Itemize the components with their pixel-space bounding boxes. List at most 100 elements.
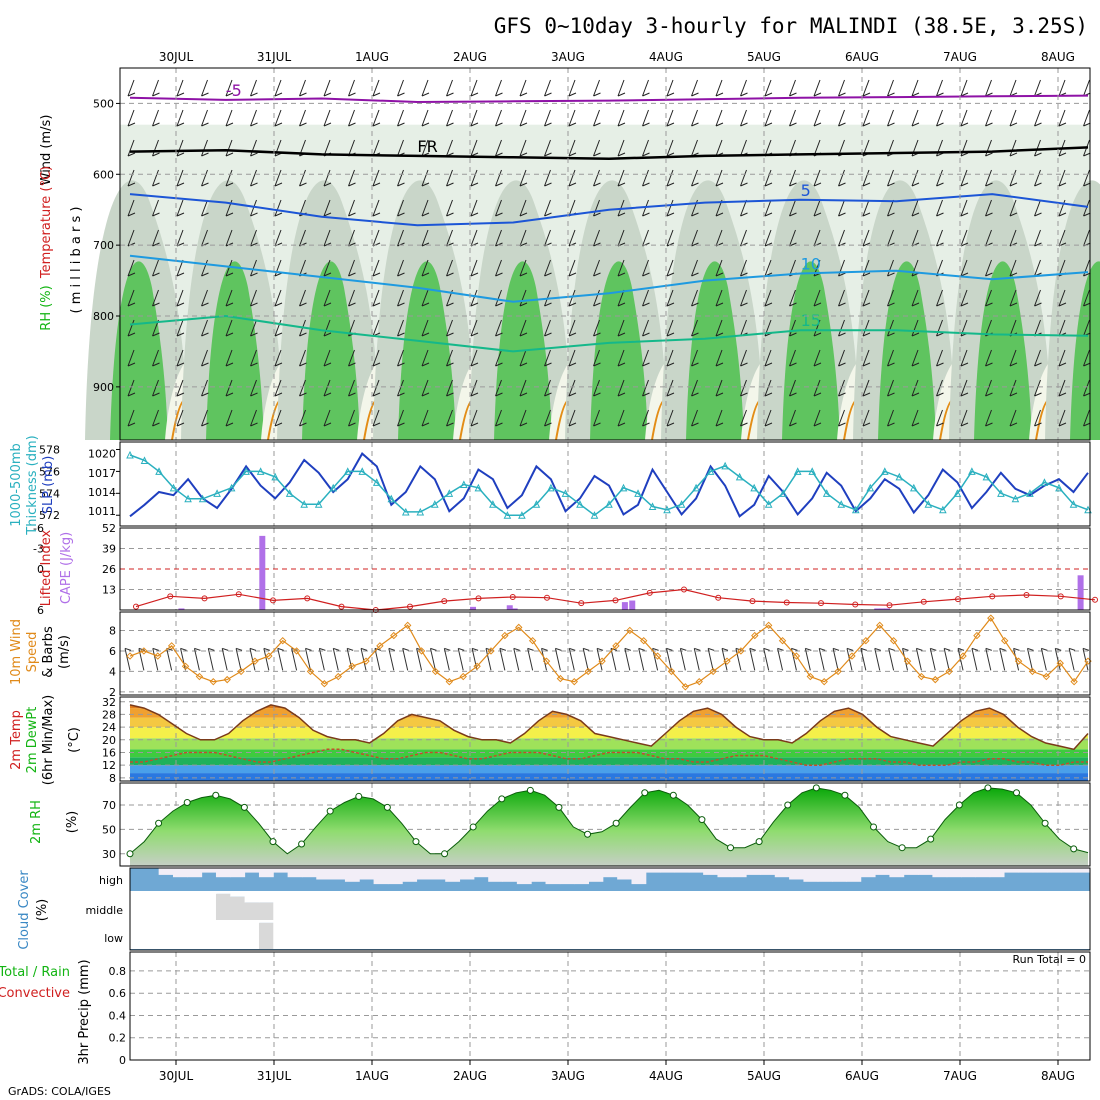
bottom-date-label: 3AUG bbox=[551, 1069, 585, 1083]
cloud-clear-segment bbox=[359, 891, 375, 920]
cloud-clear-segment bbox=[1018, 868, 1034, 873]
wind-barb bbox=[402, 647, 409, 671]
thickness-marker bbox=[489, 500, 497, 508]
rh-marker bbox=[469, 823, 477, 831]
cloud-clear-segment bbox=[717, 920, 733, 949]
cloud-clear-segment bbox=[574, 868, 590, 885]
wind-barb bbox=[568, 379, 577, 397]
thickness-marker bbox=[619, 483, 628, 492]
wind-barb bbox=[610, 647, 618, 671]
thickness-marker bbox=[706, 467, 715, 475]
wind-barb bbox=[1034, 349, 1042, 367]
cloud-clear-segment bbox=[860, 891, 876, 920]
wind-barb bbox=[201, 169, 209, 187]
lifted-index-marker bbox=[475, 595, 482, 602]
cloud-clear-segment bbox=[430, 920, 446, 949]
isotherm-line bbox=[129, 254, 1089, 303]
rh-marker bbox=[183, 799, 191, 807]
wind-barb bbox=[519, 319, 528, 337]
cloud-clear-segment bbox=[158, 891, 174, 920]
tick-label: 12 bbox=[102, 759, 116, 772]
wind-barb bbox=[1034, 139, 1042, 157]
wind-barb bbox=[274, 79, 283, 97]
slp-ylabel-a: 1000-500mb bbox=[9, 443, 24, 527]
wind-barb bbox=[617, 409, 626, 427]
cloud-clear-segment bbox=[316, 920, 332, 949]
wind-barb bbox=[740, 79, 748, 97]
wind-barb bbox=[860, 647, 868, 671]
tick-label: 13 bbox=[102, 584, 116, 597]
precip-ylabel-a: Total / Rain bbox=[0, 965, 70, 980]
wind-barb bbox=[201, 289, 209, 307]
wind-barb bbox=[911, 289, 920, 307]
wind-barb bbox=[519, 229, 528, 247]
wind-barb bbox=[813, 79, 822, 97]
wind-barb bbox=[985, 379, 993, 397]
wind-barb bbox=[470, 199, 479, 217]
wind-barb bbox=[250, 319, 258, 337]
wind-barb bbox=[642, 199, 650, 217]
cloud-clear-segment bbox=[230, 868, 246, 878]
thickness-marker bbox=[314, 500, 323, 508]
wind-ylabels: 10m Wind Speed & Barbs (m/s) bbox=[9, 619, 72, 685]
wind-barb bbox=[152, 409, 160, 427]
wind-barb bbox=[838, 169, 846, 187]
wind-barb bbox=[642, 349, 650, 367]
cloud-clear-segment bbox=[688, 868, 704, 873]
cloud-clear-segment bbox=[674, 891, 690, 920]
cape-bar bbox=[884, 608, 891, 610]
top-date-label: 5AUG bbox=[747, 50, 781, 64]
temp-ylabel-c: (6hr Min/Max) bbox=[41, 695, 56, 785]
cloud-clear-segment bbox=[144, 891, 160, 920]
wind-speed-marker bbox=[848, 652, 856, 660]
wind-barb bbox=[250, 409, 258, 427]
cloud-clear-segment bbox=[287, 891, 303, 920]
cloud-clear-segment bbox=[359, 868, 375, 880]
wind-barb bbox=[495, 199, 503, 217]
wind-barb bbox=[1040, 647, 1048, 671]
cloud-clear-segment bbox=[1075, 891, 1091, 920]
cloud-clear-segment bbox=[774, 920, 790, 949]
wind-barb bbox=[936, 109, 944, 127]
wind-barb bbox=[715, 169, 724, 187]
wind-barb bbox=[1034, 409, 1042, 427]
thickness-marker bbox=[445, 489, 454, 497]
bottom-date-label: 4AUG bbox=[649, 1069, 683, 1083]
wind-barb bbox=[936, 229, 944, 247]
wind-ylabel-d: (m/s) bbox=[57, 635, 72, 669]
thickness-marker bbox=[590, 511, 599, 519]
wind-barb bbox=[911, 409, 920, 427]
wind-barb bbox=[666, 79, 675, 97]
cloud-clear-segment bbox=[674, 868, 690, 873]
wind-barb bbox=[127, 199, 136, 217]
thickness-marker bbox=[285, 489, 294, 497]
wind-barb bbox=[568, 319, 577, 337]
wind-barb bbox=[348, 109, 356, 127]
cloud-clear-segment bbox=[187, 891, 203, 920]
cloud-clear-segment bbox=[774, 868, 790, 878]
precip-grid bbox=[130, 952, 1090, 1060]
slp-grid bbox=[175, 442, 1059, 526]
wind-barb bbox=[225, 169, 234, 187]
cloud-clear-segment bbox=[774, 891, 790, 920]
wind-barb bbox=[862, 109, 871, 127]
cloud-clear-segment bbox=[903, 868, 919, 875]
wind-barb bbox=[470, 79, 479, 97]
wind-barb bbox=[323, 289, 332, 307]
cloud-clear-segment bbox=[1032, 891, 1048, 920]
thickness-marker bbox=[431, 500, 439, 508]
thickness-marker bbox=[358, 467, 367, 475]
wind-barb bbox=[274, 379, 283, 397]
cloud-clear-segment bbox=[918, 891, 933, 920]
lifted-index-marker bbox=[749, 598, 756, 605]
thickness-marker bbox=[329, 483, 338, 492]
wind-barb bbox=[617, 379, 626, 397]
wind-barb bbox=[764, 169, 773, 187]
cloud-clear-segment bbox=[602, 920, 618, 949]
cloud-clear-segment bbox=[1032, 920, 1048, 949]
thickness-marker bbox=[764, 500, 773, 508]
thickness-marker bbox=[953, 489, 962, 497]
top-date-label: 3AUG bbox=[551, 50, 585, 64]
cloud-ylabel-a: Cloud Cover bbox=[17, 870, 32, 950]
cloud-clear-segment bbox=[373, 891, 389, 920]
